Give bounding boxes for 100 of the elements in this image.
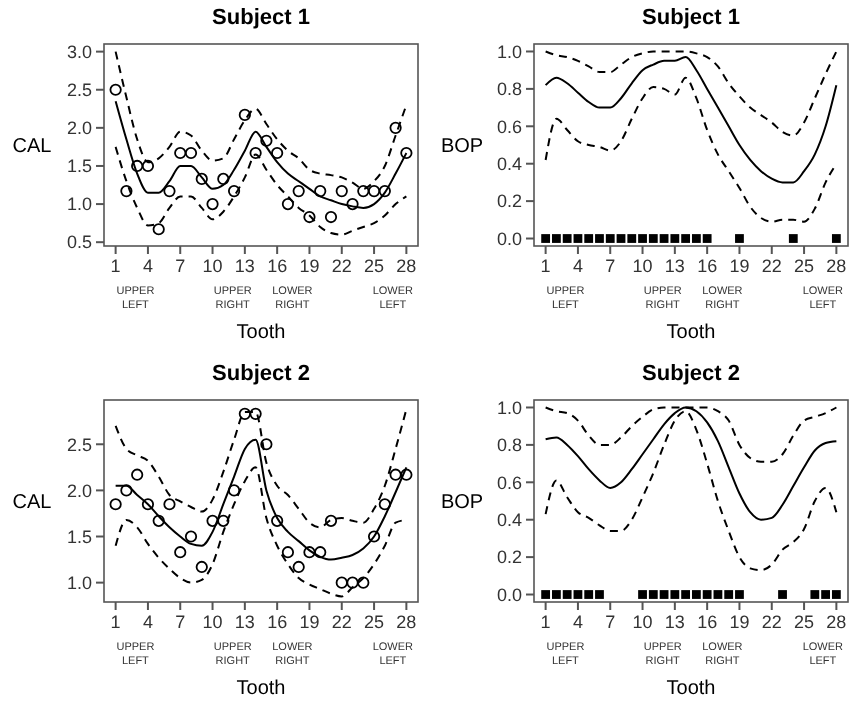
point xyxy=(389,121,402,134)
x-tick-label: 19 xyxy=(299,612,320,632)
y-tick-label: 2.0 xyxy=(66,480,92,501)
point xyxy=(141,159,155,173)
x-tick-label: 28 xyxy=(826,256,847,276)
y-tick-label: 1.0 xyxy=(66,194,92,215)
x-tick-label: 10 xyxy=(202,256,223,276)
y-tick-label: 0.8 xyxy=(496,435,522,456)
y-tick-label: 1.0 xyxy=(66,572,92,593)
point xyxy=(206,514,219,527)
y-tick-label: 0.6 xyxy=(496,472,522,493)
point xyxy=(335,185,348,198)
point xyxy=(324,514,338,527)
point xyxy=(131,468,144,481)
chart-title: Subject 2 xyxy=(642,362,740,386)
x-tick-label: 10 xyxy=(632,612,653,632)
point xyxy=(227,484,241,497)
x-tick-label: 28 xyxy=(396,256,417,276)
line-series xyxy=(114,145,408,236)
point xyxy=(249,146,262,160)
x-tick-label: 4 xyxy=(572,612,583,632)
x-tick-label: 25 xyxy=(364,612,385,632)
line-series xyxy=(544,50,838,137)
y-tick-label: 2.0 xyxy=(66,118,92,139)
point xyxy=(227,185,241,198)
x-tick-label: 1 xyxy=(540,612,551,632)
x-tick-label: 22 xyxy=(331,612,352,632)
chart-title: Subject 1 xyxy=(212,6,310,30)
y-tick-label: 1.5 xyxy=(66,156,92,177)
y-tick-label: 1.0 xyxy=(496,41,522,62)
y-tick-label: 0.0 xyxy=(496,228,522,249)
y-tick-label: 0.5 xyxy=(66,232,92,253)
y-tick-label: 3.0 xyxy=(66,41,92,62)
point xyxy=(163,185,176,198)
point xyxy=(357,576,370,589)
x-tick-label: 28 xyxy=(396,612,417,632)
y-tick-label: 0.4 xyxy=(496,510,522,530)
x-tick-label: 1 xyxy=(110,612,121,632)
x-tick-label: 28 xyxy=(826,612,847,632)
point xyxy=(271,146,284,160)
point xyxy=(378,185,391,198)
point xyxy=(163,498,176,511)
point xyxy=(303,210,316,224)
point xyxy=(367,530,381,543)
x-tick-label: 25 xyxy=(794,612,815,632)
y-tick-label: 0.2 xyxy=(496,191,522,212)
x-tick-label: 4 xyxy=(142,256,153,276)
chart-title: Subject 1 xyxy=(642,6,740,30)
x-tick-label: 13 xyxy=(664,256,685,276)
y-tick-label: 2.5 xyxy=(66,434,92,455)
y-tick-label: 0.0 xyxy=(496,584,522,605)
y-tick-label: 0.8 xyxy=(496,79,522,100)
y-axis-title: BOP xyxy=(440,136,484,158)
line-series xyxy=(544,410,838,572)
point xyxy=(324,210,338,224)
point xyxy=(314,546,327,559)
y-tick-label: 0.2 xyxy=(496,547,522,568)
x-tick-label: 7 xyxy=(175,612,186,632)
point xyxy=(346,197,359,211)
y-tick-label: 2.5 xyxy=(66,80,92,101)
x-tick-label: 13 xyxy=(234,256,255,276)
x-axis-title: Tooth xyxy=(236,678,286,700)
point xyxy=(217,172,230,186)
point xyxy=(238,108,251,121)
point xyxy=(260,438,273,451)
x-tick-label: 1 xyxy=(110,256,121,276)
x-tick-label: 19 xyxy=(729,612,750,632)
x-tick-label: 22 xyxy=(331,256,352,276)
y-axis-title: CAL xyxy=(12,136,53,158)
point xyxy=(346,576,359,589)
point xyxy=(120,484,133,497)
x-axis-title: Tooth xyxy=(666,322,716,344)
x-axis-title: Tooth xyxy=(236,322,286,344)
x-tick-label: 7 xyxy=(175,256,186,276)
point xyxy=(238,407,251,420)
x-tick-label: 16 xyxy=(267,612,288,632)
x-tick-label: 22 xyxy=(761,256,782,276)
y-axis-title: CAL xyxy=(12,492,53,514)
point xyxy=(184,146,198,160)
point xyxy=(174,546,187,559)
point xyxy=(109,498,122,511)
point xyxy=(303,546,316,559)
x-tick-label: 7 xyxy=(605,612,616,632)
y-tick-label: 0.6 xyxy=(496,116,522,137)
x-tick-label: 4 xyxy=(572,256,583,276)
x-tick-label: 10 xyxy=(632,256,653,276)
x-tick-label: 19 xyxy=(729,256,750,276)
point xyxy=(184,530,198,543)
point xyxy=(292,185,305,198)
chart-title: Subject 2 xyxy=(212,362,310,386)
point xyxy=(206,197,219,211)
x-tick-label: 13 xyxy=(234,612,255,632)
x-tick-label: 16 xyxy=(697,256,718,276)
point xyxy=(195,172,208,186)
point xyxy=(389,468,402,481)
x-axis-title: Tooth xyxy=(666,678,716,700)
line-series xyxy=(544,76,838,223)
point xyxy=(378,498,391,511)
x-tick-label: 1 xyxy=(540,256,551,276)
x-tick-label: 7 xyxy=(605,256,616,276)
